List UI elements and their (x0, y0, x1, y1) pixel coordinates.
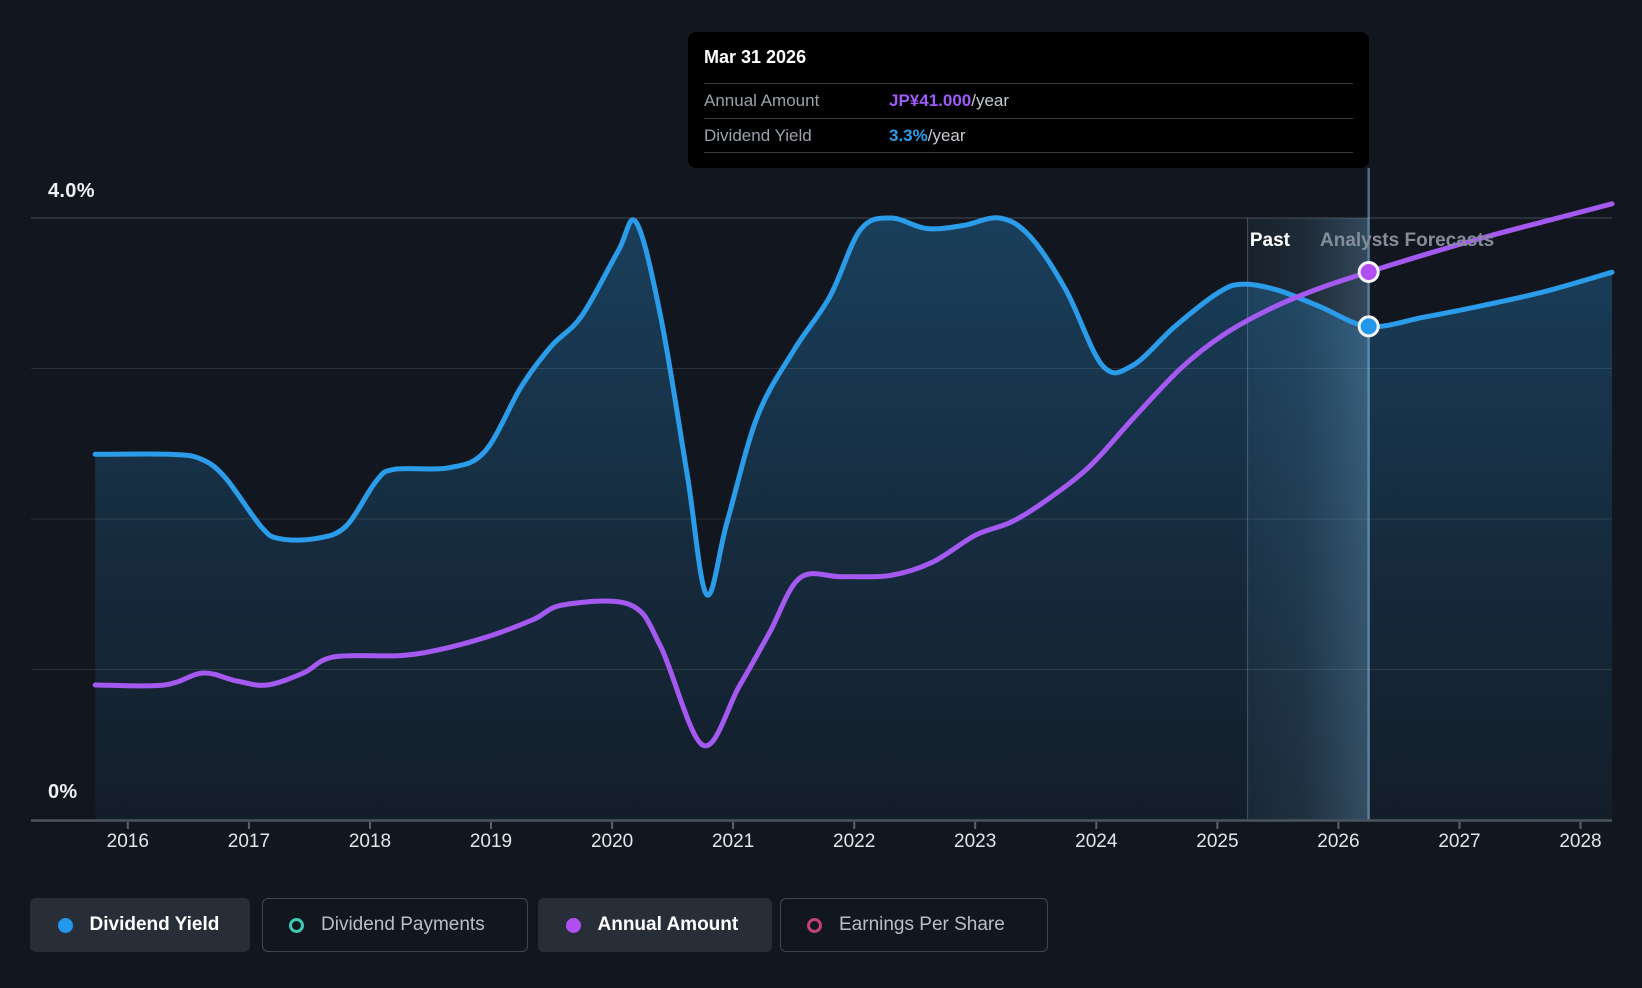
y-axis-label-top: 4.0% (48, 180, 95, 202)
chart-plot-area[interactable]: 2016 2017 2018 2019 2020 2021 2022 2023 2024 2025… (0, 0, 1642, 860)
legend-button-dividend-payments[interactable]: Dividend Payments (262, 898, 528, 952)
x-axis-label: 2016 (107, 831, 149, 852)
x-axis-label: 2028 (1559, 831, 1601, 852)
chart-tooltip: Mar 31 2026 Annual Amount JP¥41.000/year… (688, 32, 1369, 168)
tooltip-label: Dividend Yield (704, 125, 812, 145)
x-axis-label: 2020 (591, 831, 633, 852)
tooltip-label: Annual Amount (704, 91, 820, 110)
annual-amount-marker-dot[interactable] (1357, 261, 1380, 283)
x-axis-label: 2023 (954, 831, 996, 852)
dividend-payments-swatch-icon (289, 917, 304, 933)
x-axis-label: 2019 (470, 831, 512, 852)
x-axis-label: 2017 (228, 831, 270, 852)
annual-amount-line (92, 201, 1615, 749)
forecast-region-label: Analysts Forecasts (1320, 230, 1495, 251)
legend-label: Dividend Yield (89, 914, 220, 935)
tooltip-row-annual-amount: Annual Amount JP¥41.000/year (704, 83, 1353, 118)
legend-label: Annual Amount (597, 914, 739, 935)
x-axis-label: 2026 (1317, 831, 1359, 852)
dividend-yield-line (92, 215, 1615, 598)
dividend-yield-swatch-icon (57, 917, 73, 933)
x-axis-label: 2021 (712, 831, 754, 852)
legend-label: Dividend Payments (321, 914, 485, 935)
legend: Dividend Yield Dividend Payments Annual … (0, 898, 1642, 952)
dividend-yield-marker-dot[interactable] (1357, 315, 1380, 338)
tooltip-row-dividend-yield: Dividend Yield 3.3%/year (704, 118, 1353, 153)
x-axis-label: 2024 (1075, 831, 1118, 852)
annual-amount-swatch-icon (565, 917, 581, 933)
earnings-per-share-swatch-icon (807, 917, 822, 933)
dividend-yield-area (95, 217, 1613, 820)
x-axis-label: 2025 (1196, 831, 1238, 852)
tooltip-value: 3.3%/year (889, 125, 966, 145)
x-axis-label: 2022 (833, 831, 875, 852)
y-axis-label-bottom: 0% (48, 781, 78, 803)
legend-button-dividend-yield[interactable]: Dividend Yield (30, 898, 250, 952)
past-region-label: Past (1249, 230, 1290, 251)
tooltip-value: JP¥41.000/year (889, 91, 1010, 110)
x-axis-label: 2027 (1438, 831, 1480, 852)
x-axis-label: 2018 (349, 831, 391, 852)
legend-button-annual-amount[interactable]: Annual Amount (538, 898, 772, 952)
legend-button-earnings-per-share[interactable]: Earnings Per Share (780, 898, 1048, 952)
tooltip-date: Mar 31 2026 (704, 47, 807, 67)
legend-label: Earnings Per Share (839, 914, 1005, 935)
chart-canvas: 2016 2017 2018 2019 2020 2021 2022 2023 2024 2025… (31, 168, 1615, 852)
